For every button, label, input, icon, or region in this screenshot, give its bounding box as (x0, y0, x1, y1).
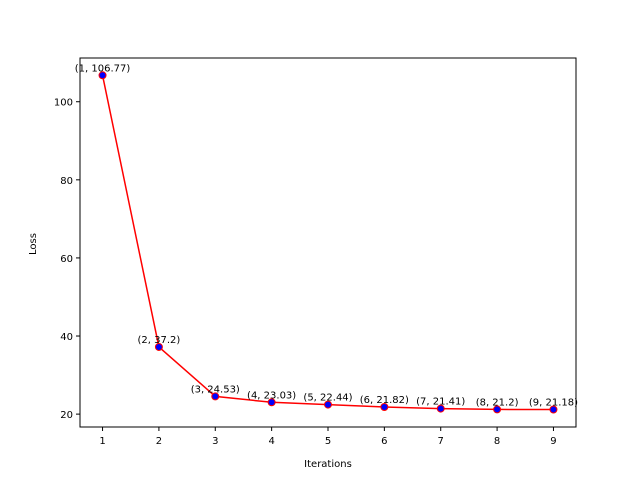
y-tick-label: 60 (60, 254, 73, 265)
x-tick-label: 4 (268, 436, 274, 447)
x-tick-label: 7 (438, 436, 444, 447)
data-point (211, 392, 220, 401)
data-point (549, 405, 558, 414)
data-point (380, 403, 389, 412)
y-tick-label: 40 (60, 332, 73, 343)
data-label: (7, 21.41) (416, 397, 465, 408)
y-axis: 20 40 60 80 100 (54, 98, 80, 421)
data-point (267, 398, 276, 407)
x-tick-label: 2 (156, 436, 162, 447)
data-label: (5, 22.44) (303, 393, 352, 404)
x-tick-label: 5 (325, 436, 331, 447)
data-point (493, 405, 502, 414)
plot-area: (1, 106.77) (2, 37.2) (3, 24.53) (4, 23.03)… (75, 63, 578, 414)
x-tick-label: 9 (550, 436, 556, 447)
data-label: (2, 37.2) (138, 335, 181, 346)
data-label: (4, 23.03) (247, 390, 296, 401)
data-point (154, 342, 163, 351)
data-label: (6, 21.82) (360, 395, 409, 406)
y-tick-label: 100 (54, 98, 73, 109)
x-axis-title: Iterations (304, 459, 352, 470)
data-label: (1, 106.77) (75, 63, 131, 74)
y-axis-title: Loss (28, 233, 39, 255)
x-tick-label: 8 (494, 436, 500, 447)
y-tick-label: 20 (60, 410, 73, 421)
data-point (98, 71, 107, 80)
data-label: (9, 21.18) (529, 398, 578, 409)
x-tick-label: 1 (99, 436, 105, 447)
data-label: (3, 24.53) (191, 384, 240, 395)
x-axis: 1 2 3 4 5 6 7 8 9 (99, 427, 557, 447)
data-label: (8, 21.2) (476, 397, 519, 408)
x-tick-label: 3 (212, 436, 218, 447)
data-point (436, 404, 445, 413)
x-tick-label: 6 (381, 436, 387, 447)
y-tick-label: 80 (60, 176, 73, 187)
data-point (324, 400, 332, 409)
